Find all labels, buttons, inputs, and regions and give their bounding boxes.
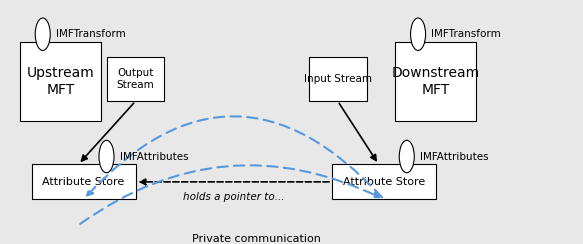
Ellipse shape: [410, 18, 426, 51]
Text: Input Stream: Input Stream: [304, 74, 372, 84]
FancyBboxPatch shape: [20, 42, 101, 121]
Text: Private communication: Private communication: [192, 234, 321, 244]
Text: Upstream
MFT: Upstream MFT: [27, 66, 94, 97]
Text: IMFTransform: IMFTransform: [56, 29, 126, 39]
Ellipse shape: [99, 140, 114, 173]
Text: Output
Stream: Output Stream: [117, 68, 154, 90]
FancyBboxPatch shape: [107, 57, 164, 101]
Text: IMFAttributes: IMFAttributes: [120, 152, 188, 162]
Text: Downstream
MFT: Downstream MFT: [392, 66, 480, 97]
Text: holds a pointer to...: holds a pointer to...: [183, 192, 285, 202]
Text: IMFTransform: IMFTransform: [431, 29, 501, 39]
FancyBboxPatch shape: [332, 164, 436, 199]
Text: Attribute Store: Attribute Store: [43, 177, 125, 187]
FancyBboxPatch shape: [31, 164, 136, 199]
Text: IMFAttributes: IMFAttributes: [420, 152, 489, 162]
FancyBboxPatch shape: [309, 57, 367, 101]
Ellipse shape: [35, 18, 50, 51]
FancyBboxPatch shape: [395, 42, 476, 121]
Ellipse shape: [399, 140, 415, 173]
Text: Attribute Store: Attribute Store: [343, 177, 425, 187]
